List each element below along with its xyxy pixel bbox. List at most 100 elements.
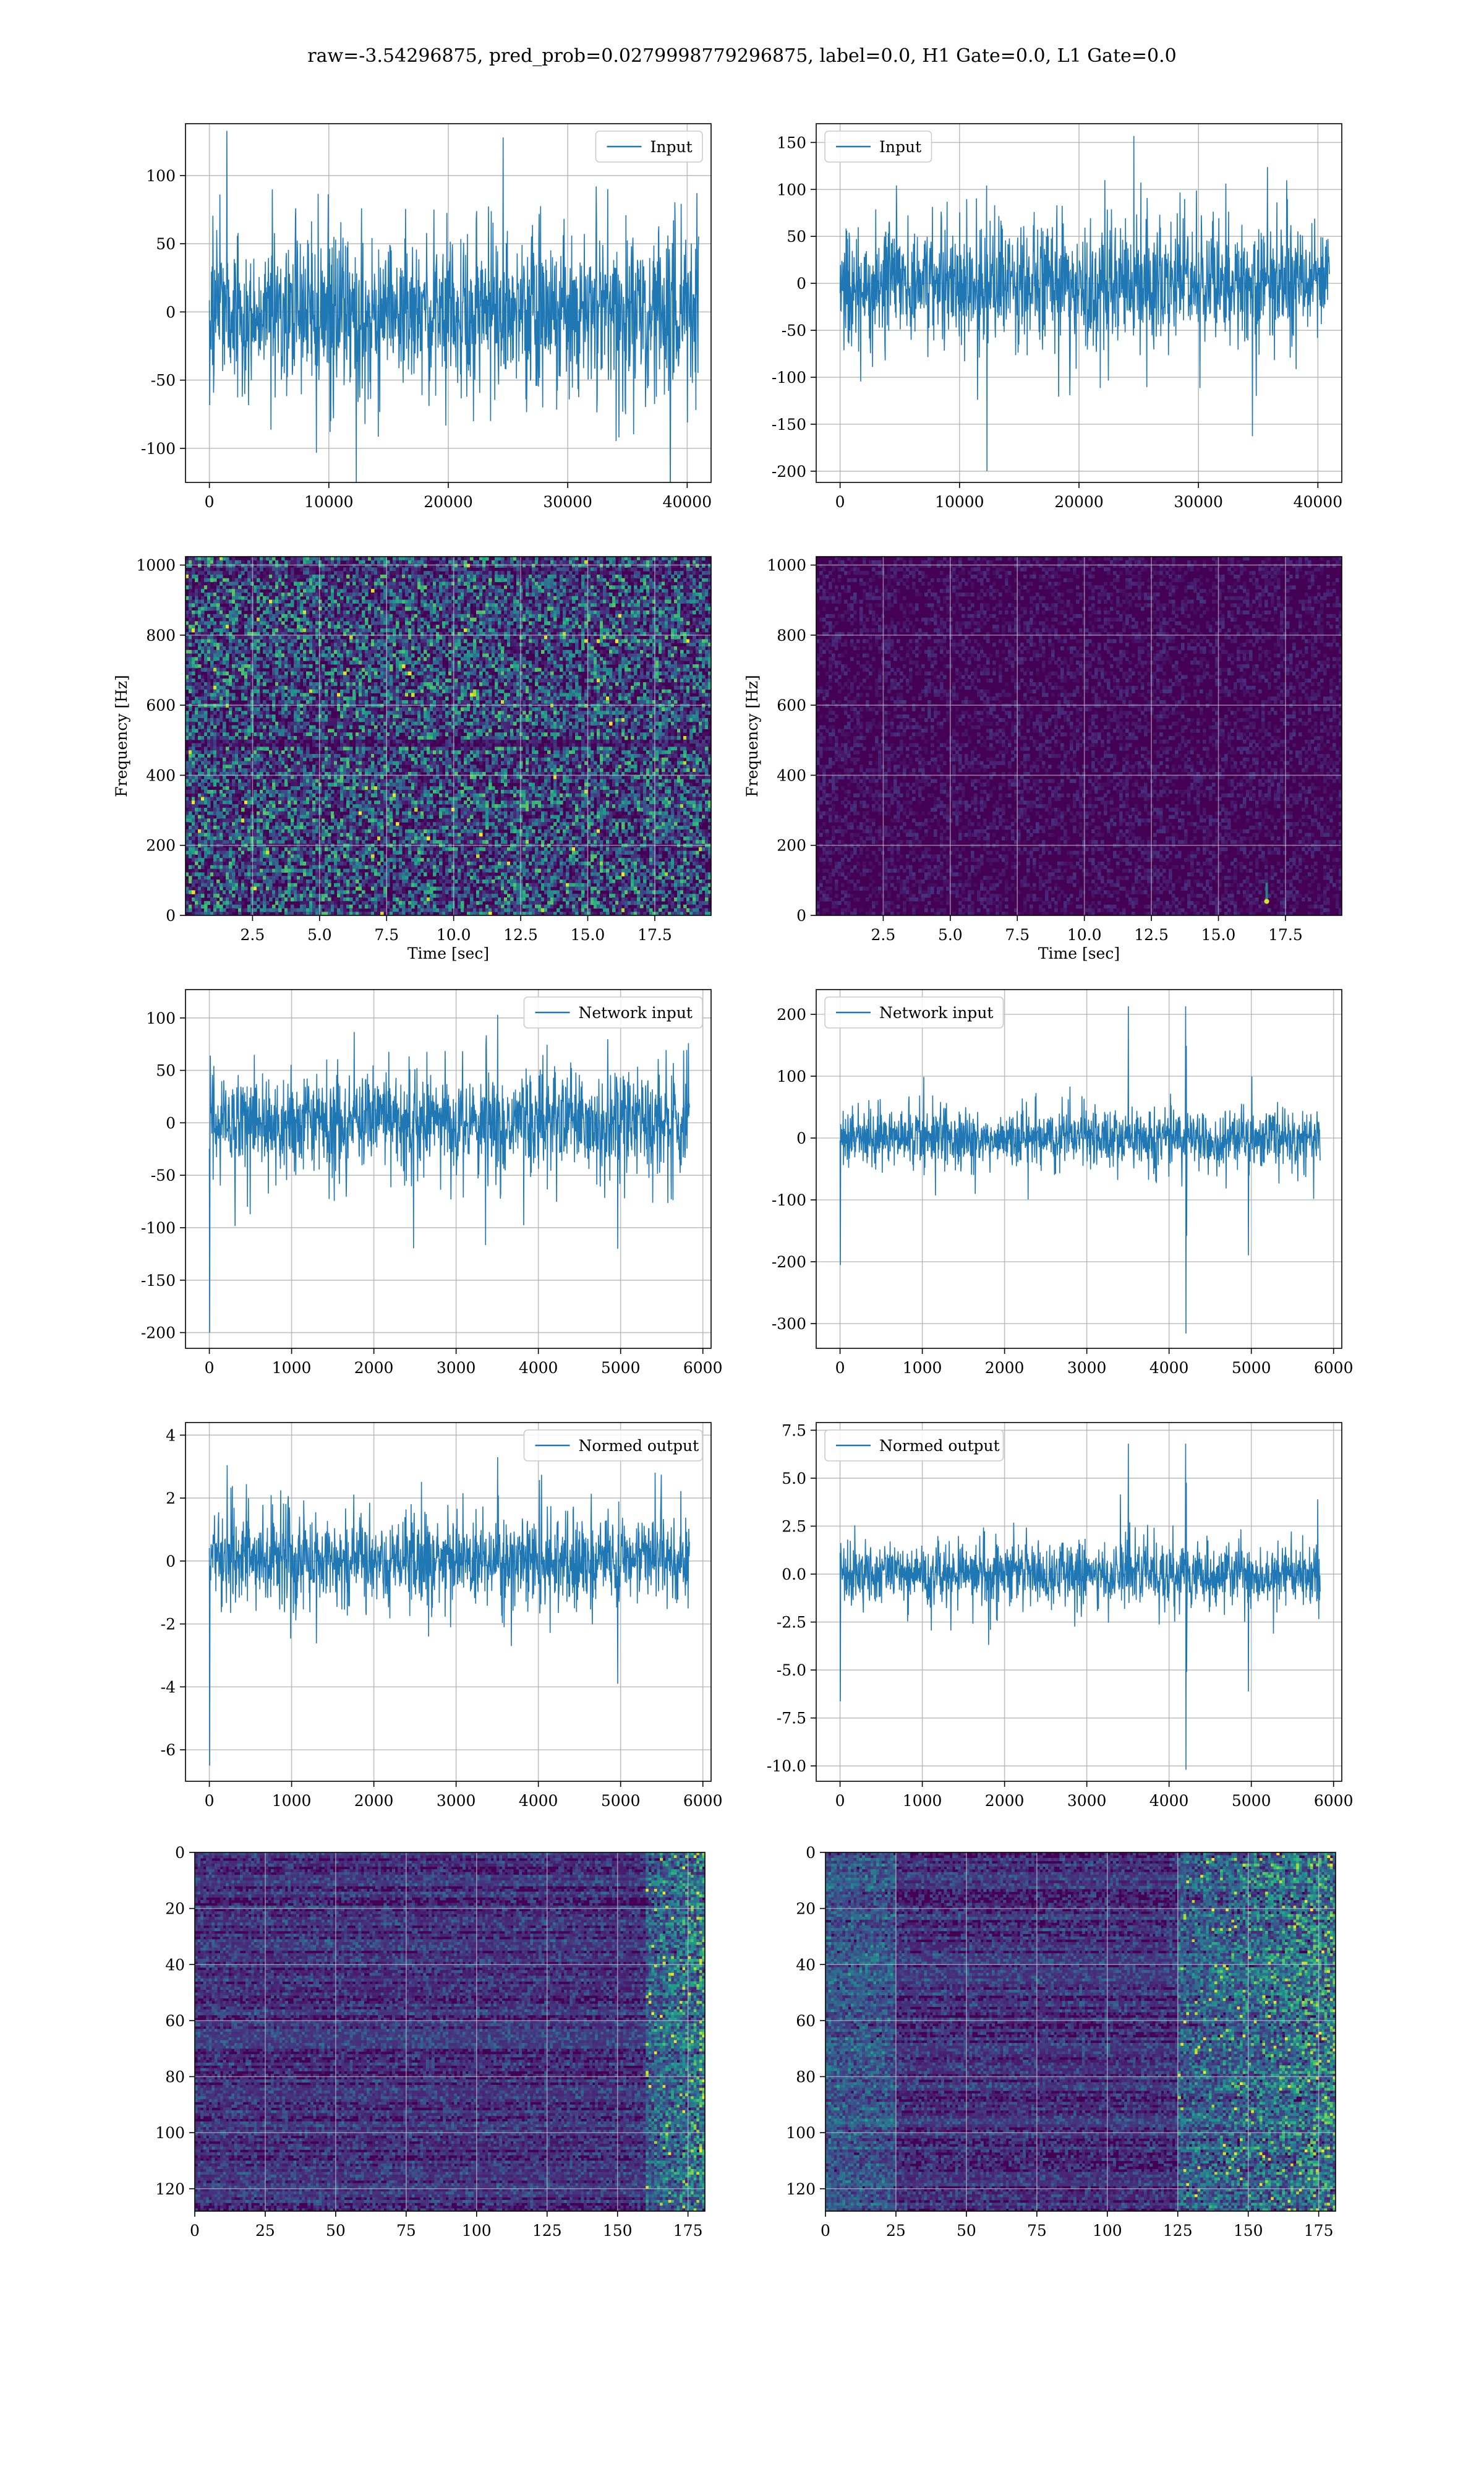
x-tick-label: 1000 [903,1792,942,1810]
x-tick-label: 1000 [903,1359,942,1377]
x-tick-label: 3000 [1067,1792,1107,1810]
y-tick-label: -7.5 [777,1710,806,1727]
y-tick-label: 40 [165,1956,185,1974]
x-axis-label: Time [sec] [407,944,489,962]
x-tick-label: 5000 [1232,1359,1271,1377]
y-tick-label: -150 [141,1272,176,1290]
y-tick-label: 0 [796,275,806,293]
x-tick-label: 75 [396,2222,416,2240]
y-tick-label: -2 [161,1616,176,1633]
x-tick-label: 2000 [985,1359,1025,1377]
x-tick-label: 150 [603,2222,633,2240]
y-tick-label: 200 [146,837,176,855]
y-tick-label: -50 [151,372,176,390]
legend-input-l1: Input [825,131,932,162]
y-tick-label: 4 [166,1426,176,1444]
y-tick-label: 150 [777,134,806,152]
spectrogram-hotspot [1266,883,1268,901]
x-tick-label: 10000 [935,493,984,511]
y-tick-label: -6 [161,1741,176,1759]
legend-label: Network input [579,1004,693,1022]
x-tick-label: 6000 [683,1359,723,1377]
y-tick-label: 0 [175,1844,185,1862]
y-tick-label: 0 [166,303,176,321]
y-axis-label: Frequency [Hz] [113,675,130,797]
y-tick-label: -200 [141,1324,176,1342]
x-tick-label: 50 [326,2222,346,2240]
y-tick-label: 100 [146,1009,176,1027]
x-tick-label: 6000 [1314,1792,1354,1810]
y-tick-label: 2.5 [782,1517,806,1535]
x-tick-label: 2.5 [871,926,896,944]
spectrogram-hotspot-peak [1264,899,1269,904]
x-tick-label: 50 [957,2222,976,2240]
x-tick-label: 17.5 [1268,926,1303,944]
y-tick-label: 120 [155,2180,185,2198]
legend-label: Normed output [879,1437,1000,1455]
y-tick-label: -100 [772,1191,806,1209]
x-tick-label: 3000 [1067,1359,1107,1377]
y-tick-label: -50 [782,322,806,340]
x-tick-label: 100 [462,2222,492,2240]
x-tick-label: 175 [673,2222,703,2240]
y-tick-label: -5.0 [777,1661,806,1679]
x-tick-label: 0 [190,2222,200,2240]
y-tick-label: 120 [786,2180,816,2198]
y-tick-label: -200 [772,1253,806,1271]
x-tick-label: 40000 [663,493,712,511]
x-tick-label: 10.0 [1067,926,1102,944]
x-tick-label: 0 [205,1792,215,1810]
y-tick-label: 20 [165,1900,185,1918]
x-tick-label: 12.5 [503,926,538,944]
x-tick-label: 0 [835,1792,845,1810]
x-tick-label: 2000 [354,1359,394,1377]
x-tick-label: 7.5 [374,926,399,944]
y-tick-label: -50 [151,1166,176,1184]
y-tick-label: 50 [156,235,176,253]
legend-network-input-l1: Network input [825,997,1004,1028]
y-tick-label: 7.5 [782,1421,806,1439]
y-tick-label: 200 [777,1006,806,1024]
legend-normed-output-h1: Normed output [524,1430,703,1461]
x-tick-label: 1000 [272,1359,312,1377]
x-tick-label: 7.5 [1005,926,1030,944]
x-tick-label: 4000 [1149,1359,1189,1377]
x-tick-label: 5000 [1232,1792,1271,1810]
legend-label: Network input [879,1004,993,1022]
y-tick-label: 2 [166,1489,176,1507]
y-tick-label: 800 [777,627,806,644]
y-tick-label: 5.0 [782,1470,806,1487]
y-tick-label: -100 [772,369,806,387]
x-tick-label: 0 [205,1359,215,1377]
y-tick-label: 800 [146,627,176,644]
panel-spectrogram-h1: 2.5 5.0 7.5 10.0 12.5 15.0 17.5020040060080010… [113,557,712,962]
x-tick-label: 20000 [1054,493,1104,511]
y-tick-label: 0.0 [782,1565,806,1583]
x-tick-label: 0 [205,493,215,511]
x-tick-label: 40000 [1294,493,1343,511]
x-tick-label: 2.5 [241,926,265,944]
y-tick-label: 0 [166,1552,176,1570]
y-tick-label: 60 [796,2012,816,2030]
x-tick-label: 30000 [1174,493,1223,511]
x-tick-label: 3000 [437,1792,476,1810]
y-tick-label: 0 [796,1129,806,1147]
y-tick-label: 600 [777,696,806,714]
x-tick-label: 10.0 [437,926,471,944]
y-tick-label: 20 [796,1900,816,1918]
x-tick-label: 0 [821,2222,830,2240]
legend-label: Input [650,138,693,156]
x-tick-label: 75 [1027,2222,1047,2240]
x-tick-label: 25 [886,2222,906,2240]
x-tick-label: 5000 [601,1792,641,1810]
x-tick-label: 5.0 [938,926,963,944]
y-tick-label: 50 [156,1062,176,1080]
heatmap-spectrogram-l1 [816,557,1342,916]
y-tick-label: 80 [796,2068,816,2086]
x-tick-label: 15.0 [571,926,605,944]
y-tick-label: 0 [166,907,176,925]
y-tick-label: 1000 [767,557,806,575]
